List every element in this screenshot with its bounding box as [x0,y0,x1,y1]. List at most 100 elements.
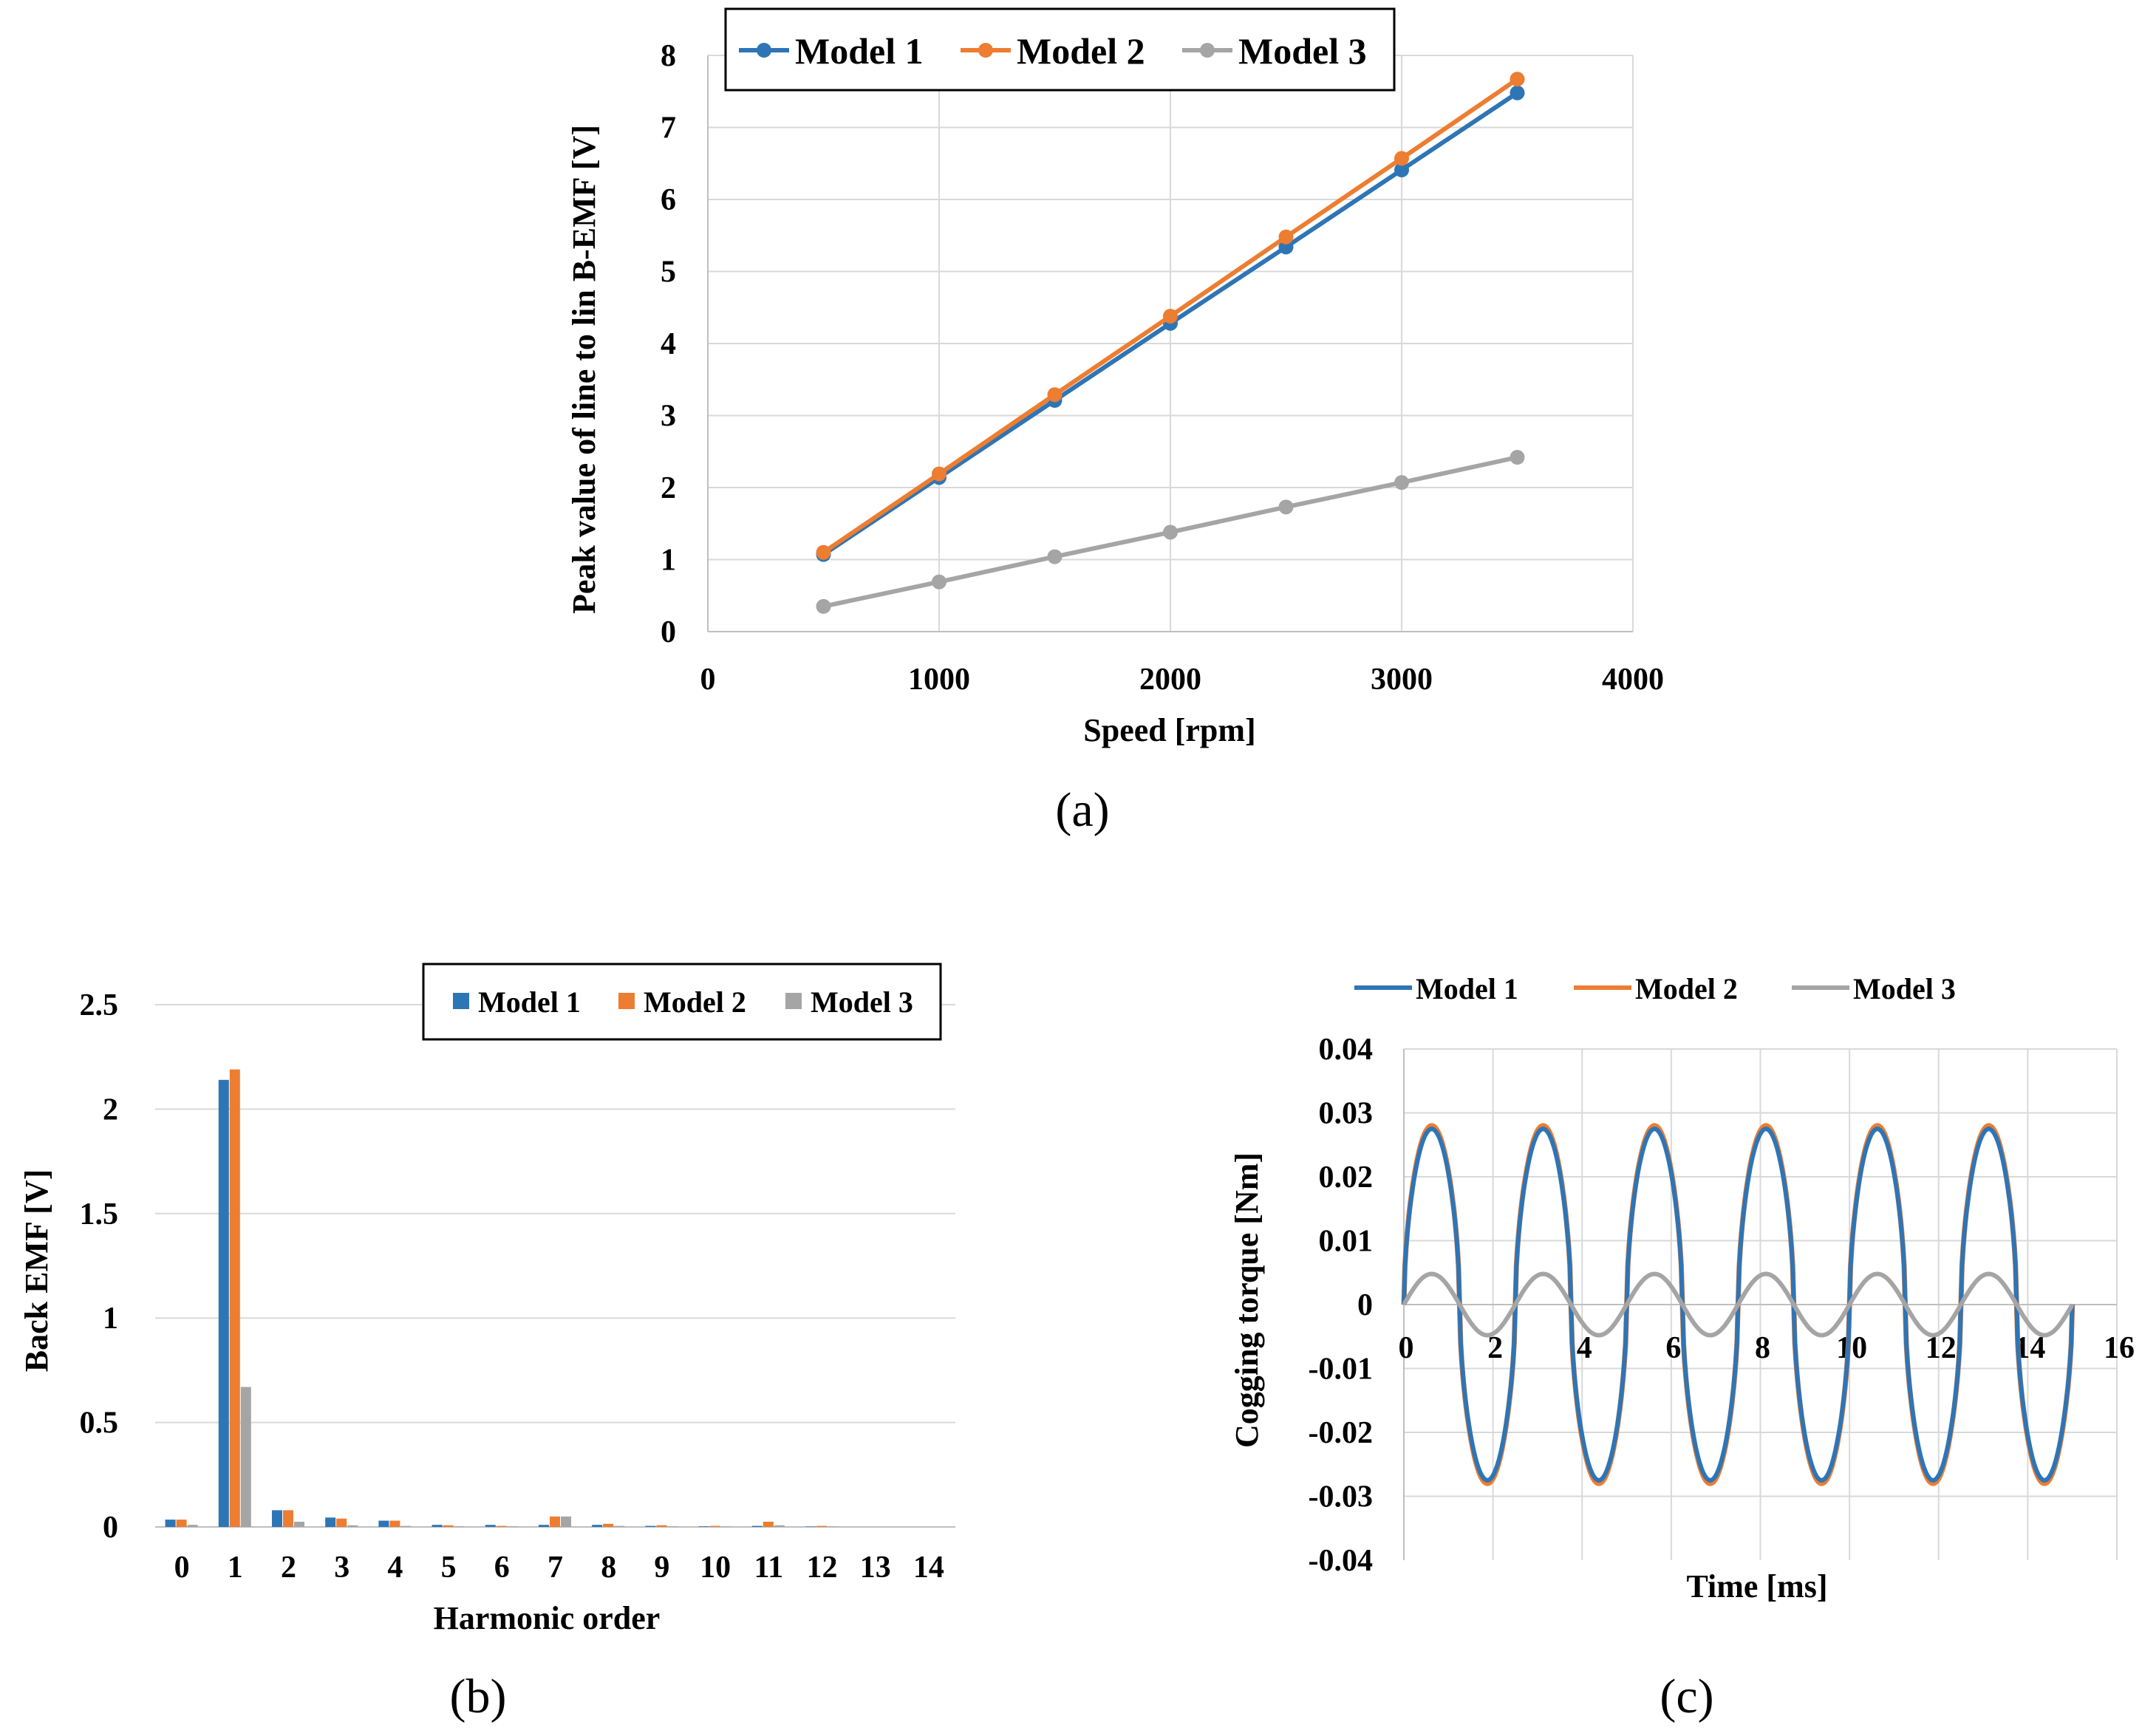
chart-b-legend-swatch [618,993,635,1009]
chart-a-legend-marker [757,43,771,58]
chart-a-point [1278,229,1294,245]
chart-b-x-tick-label: 6 [494,1551,510,1585]
chart-b-y-axis-label: Back EMF [V] [18,1169,55,1373]
chart-b-legend-swatch [785,993,802,1009]
chart-b-x-tick-label: 4 [387,1551,403,1585]
chart-c-x-axis-label: Time [ms] [1686,1568,1827,1605]
chart-c-y-tick-label: -0.04 [1309,1544,1374,1578]
chart-b: 00.511.522.5 0 1 2 3 4 5 6 7 8 9 10 11 12 13 14 Harmon… [18,963,955,1723]
chart-c: -0.04 -0.03 -0.02 -0.01 0 0.01 0.02 0.03 0.04 0 2… [1229,972,2135,1723]
chart-c-x-tick-labels: 0 2 4 6 8 10 12 14 16 [1399,1331,2135,1365]
chart-c-y-tick-label: 0.03 [1319,1097,1374,1131]
chart-b-y-tick-labels: 0 0.5 1 1.5 2 2.5 [80,988,119,1545]
chart-b-x-tick-label: 14 [913,1551,944,1585]
chart-a-legend-label: Model 2 [1017,30,1145,72]
chart-b-legend-label: Model 1 [478,985,581,1019]
panel-a-label: (a) [1055,783,1109,837]
chart-a-axes [707,55,1633,632]
chart-b-y-tick-label: 1 [103,1302,118,1336]
chart-c-legend: Model 1 Model 2 Model 3 [1354,972,1956,1005]
chart-a-point [816,544,831,560]
chart-c-legend-label: Model 3 [1853,972,1956,1005]
chart-b-bar-series-1 [751,1525,763,1527]
chart-b-bar-series-1 [645,1525,656,1527]
chart-a-y-tick-label: 8 [661,39,676,73]
chart-b-bar-series-3 [507,1526,518,1527]
chart-b-legend-label: Model 2 [644,985,746,1019]
chart-b-bar-series-1 [485,1525,496,1527]
chart-b-bar-series-1 [272,1510,282,1527]
chart-b-bar-series-3 [294,1521,304,1527]
chart-a-legend-marker [978,43,993,58]
chart-a-y-axis-label: Peak value of line to lin B-EMF [V] [566,125,602,614]
chart-b-y-tick-label: 1.5 [80,1197,119,1231]
chart-b-bar-series-3 [667,1526,678,1527]
chart-a-x-tick-label: 2000 [1139,663,1201,697]
chart-b-bar-series-1 [165,1520,176,1527]
chart-a-legend: Model 1 Model 2 Model 3 [724,7,1396,92]
chart-a-y-tick-label: 2 [661,471,676,505]
chart-c-y-tick-label: 0.04 [1319,1033,1374,1067]
chart-b-bar-series-3 [454,1526,465,1527]
chart-c-x-tick-label: 0 [1399,1331,1414,1365]
chart-a-grid [708,55,1634,632]
chart-a-point [1047,387,1063,403]
chart-b-legend-swatch [453,993,469,1009]
chart-a-point [1278,499,1294,515]
chart-c-x-tick-label: 2 [1487,1331,1503,1365]
chart-c-series [1401,1123,2076,1486]
chart-c-y-axis-label: Cogging torque [Nm] [1229,1152,1265,1448]
chart-b-legend: Model 1 Model 2 Model 3 [422,963,942,1041]
chart-a-y-tick-label: 5 [661,256,676,290]
chart-a-point [1510,85,1525,100]
chart-b-bar-series-2 [763,1521,774,1527]
chart-b-y-tick-label: 2.5 [80,988,119,1022]
chart-b-y-tick-label: 0.5 [80,1407,119,1441]
chart-b-bar-series-1 [698,1526,709,1527]
chart-a-y-tick-label: 1 [661,544,676,578]
chart-a-y-tick-labels: 0 1 2 3 4 5 6 7 8 [661,39,676,649]
chart-c-y-tick-label: -0.01 [1309,1353,1374,1387]
chart-b-bar-series-1 [592,1525,603,1527]
chart-b-bar-series-1 [539,1525,549,1527]
chart-a-series [816,72,1525,614]
chart-b-x-tick-label: 11 [754,1551,783,1585]
chart-b-bar-series-2 [389,1520,400,1527]
chart-b-bar-series-2 [550,1516,560,1527]
chart-a-point [1394,151,1409,166]
chart-b-x-tick-label: 3 [334,1551,349,1585]
chart-b-bar-series-2 [229,1069,240,1527]
chart-b-x-tick-label: 1 [228,1551,243,1585]
chart-b-bar-series-1 [325,1517,336,1527]
chart-c-legend-label: Model 2 [1635,972,1738,1005]
chart-b-x-tick-label: 5 [441,1551,457,1585]
chart-b-bar-series-1 [378,1520,389,1527]
chart-c-y-tick-label: 0 [1357,1288,1373,1322]
chart-c-y-tick-label: 0.01 [1319,1225,1374,1259]
chart-b-bars [165,1069,838,1527]
chart-b-x-tick-label: 7 [548,1551,563,1585]
chart-a-point [1394,163,1409,178]
chart-b-bar-series-1 [432,1525,443,1527]
chart-b-x-tick-label: 8 [601,1551,616,1585]
chart-b-x-tick-label: 13 [860,1551,891,1585]
chart-a-y-tick-label: 7 [661,112,676,146]
chart-b-bar-series-3 [828,1526,838,1527]
chart-b-x-axis-label: Harmonic order [434,1600,661,1636]
chart-b-bar-series-2 [816,1525,827,1527]
chart-b-x-tick-label: 2 [281,1551,296,1585]
chart-b-bar-series-2 [496,1525,507,1527]
chart-a-point [932,574,946,590]
chart-c-line-series-3 [1402,1271,2075,1338]
chart-a-point [1510,450,1525,465]
chart-a-legend-label: Model 1 [795,30,924,72]
chart-b-bar-series-3 [240,1387,251,1527]
chart-a-legend-box [724,7,1396,92]
chart-a-x-tick-label: 1000 [908,663,970,697]
chart-b-bar-series-3 [347,1525,358,1527]
chart-a-point [932,466,946,482]
chart-b-x-tick-label: 12 [807,1551,838,1585]
chart-b-bar-series-2 [176,1520,187,1527]
chart-b-bar-series-2 [603,1523,614,1527]
chart-a-point [816,598,831,614]
